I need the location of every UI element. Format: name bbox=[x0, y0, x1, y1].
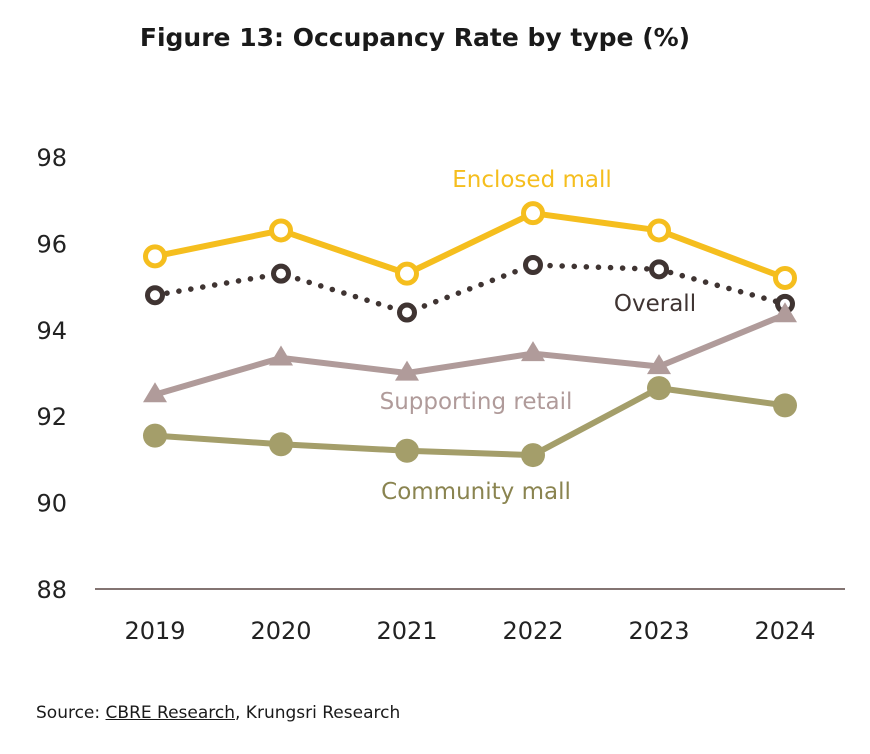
series-line-enclosed-mall bbox=[154, 210, 787, 281]
source-link-cbre[interactable]: CBRE Research bbox=[105, 703, 235, 723]
point-supporting-retail-2024 bbox=[773, 302, 797, 323]
point-overall-2022 bbox=[523, 255, 543, 275]
point-enclosed-mall-2023 bbox=[647, 218, 671, 243]
x-tick-label: 2019 bbox=[124, 617, 185, 645]
point-supporting-retail-2021 bbox=[395, 360, 419, 381]
y-tick-label: 90 bbox=[36, 490, 67, 518]
point-supporting-retail-2022 bbox=[521, 341, 545, 362]
x-tick-label: 2020 bbox=[250, 617, 311, 645]
point-overall-2019 bbox=[145, 285, 165, 306]
series-label-community-mall: Community mall bbox=[381, 479, 571, 505]
point-overall-2023 bbox=[649, 259, 669, 280]
point-community-mall-2022 bbox=[521, 443, 545, 468]
point-enclosed-mall-2021 bbox=[395, 261, 419, 286]
point-enclosed-mall-2024 bbox=[773, 265, 797, 290]
series-labels: Enclosed mall Overall Supporting retail … bbox=[380, 167, 697, 505]
point-overall-2021 bbox=[397, 302, 417, 323]
source-note: Source: CBRE Research, Krungsri Research bbox=[36, 703, 400, 723]
point-community-mall-2024 bbox=[773, 393, 797, 418]
series-line-supporting-retail bbox=[154, 311, 787, 398]
y-tick-label: 94 bbox=[36, 317, 67, 345]
point-supporting-retail-2023 bbox=[647, 354, 671, 375]
point-supporting-retail-2019 bbox=[143, 382, 167, 403]
series-label-enclosed-mall: Enclosed mall bbox=[452, 167, 612, 193]
series-line-overall bbox=[152, 262, 788, 316]
point-overall-2020 bbox=[271, 263, 291, 284]
point-community-mall-2023 bbox=[647, 376, 671, 401]
series-overall bbox=[145, 255, 795, 323]
series-label-overall: Overall bbox=[614, 291, 696, 317]
source-prefix: Source: bbox=[36, 703, 106, 723]
y-tick-label: 96 bbox=[36, 230, 67, 258]
x-tick-label: 2024 bbox=[754, 617, 815, 645]
x-tick-label: 2021 bbox=[376, 617, 437, 645]
x-tick-label: 2022 bbox=[502, 617, 563, 645]
point-enclosed-mall-2022 bbox=[521, 201, 545, 226]
occupancy-line-chart: Figure 13: Occupancy Rate by type (%) 88… bbox=[36, 23, 845, 645]
point-supporting-retail-2020 bbox=[269, 345, 293, 366]
series-supporting-retail bbox=[143, 302, 797, 403]
point-community-mall-2019 bbox=[143, 423, 167, 448]
point-community-mall-2020 bbox=[269, 432, 293, 457]
y-tick-label: 88 bbox=[36, 576, 67, 604]
chart-title: Figure 13: Occupancy Rate by type (%) bbox=[140, 23, 690, 52]
series-enclosed-mall bbox=[143, 201, 797, 290]
y-tick-label: 92 bbox=[36, 403, 67, 431]
series-label-supporting-retail: Supporting retail bbox=[380, 389, 573, 415]
series-community-mall bbox=[143, 376, 797, 468]
source-suffix: , Krungsri Research bbox=[235, 703, 401, 723]
x-tick-label: 2023 bbox=[628, 617, 689, 645]
y-axis: 88 90 92 94 96 98 bbox=[36, 144, 67, 604]
point-enclosed-mall-2019 bbox=[143, 244, 167, 269]
series-layer bbox=[143, 201, 797, 468]
point-community-mall-2021 bbox=[395, 438, 419, 463]
series-line-community-mall bbox=[154, 385, 786, 459]
y-tick-label: 98 bbox=[36, 144, 67, 172]
x-axis: 2019 2020 2021 2022 2023 2024 bbox=[95, 588, 845, 645]
point-enclosed-mall-2020 bbox=[269, 218, 293, 243]
